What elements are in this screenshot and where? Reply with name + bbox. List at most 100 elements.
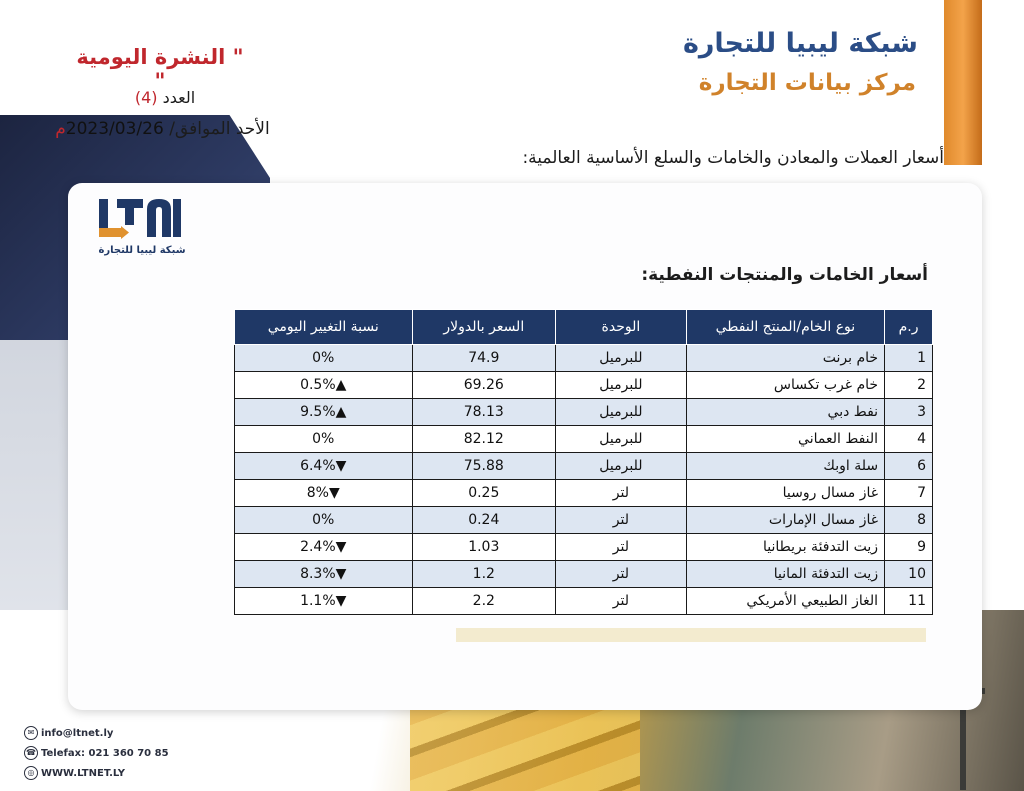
- change-value: 0%: [312, 350, 335, 366]
- price-cell: 82.12: [411, 425, 557, 453]
- arrow-up-icon: ▲: [335, 377, 347, 393]
- unit-cell: لتر: [555, 587, 687, 615]
- date-value: 2023/03/26: [65, 119, 164, 139]
- change-value: 1.1%: [300, 593, 336, 609]
- table-row: 2 خام غرب تكساس للبرميل 69.26 0.5%▲: [234, 371, 933, 399]
- change-value: 0%: [312, 431, 335, 447]
- bulletin-title: " النشرة اليومية ": [76, 45, 244, 93]
- col-header-number: ر.م: [884, 309, 933, 345]
- change-cell: 1.1%▼: [234, 587, 413, 615]
- col-header-product: نوع الخام/المنتج النفطي: [685, 309, 886, 345]
- issue-label: العدد: [162, 88, 196, 107]
- col-header-unit: الوحدة: [555, 309, 687, 345]
- date-line: الأحد الموافق/ 2023/03/26م: [35, 119, 290, 139]
- unit-cell: لتر: [555, 560, 687, 588]
- product-name-cell: خام غرب تكساس: [685, 371, 886, 399]
- orange-accent-bar: [944, 0, 982, 165]
- product-name-cell: زيت التدفئة المانيا: [685, 560, 886, 588]
- col-header-change: نسبة التغيير اليومي: [234, 309, 413, 345]
- issue-number: (4): [134, 88, 158, 107]
- row-number-cell: 10: [884, 560, 933, 588]
- row-number-cell: 3: [884, 398, 933, 426]
- ltn-logo: شبكة ليبيا للتجارة: [97, 197, 189, 263]
- price-cell: 0.25: [411, 479, 557, 507]
- section-title: أسعار الخامات والمنتجات النفطية:: [641, 265, 928, 285]
- product-name-cell: سلة اوبك: [685, 452, 886, 480]
- unit-cell: للبرميل: [555, 452, 687, 480]
- product-name-cell: غاز مسال الإمارات: [685, 506, 886, 534]
- change-value: 9.5%: [300, 404, 336, 420]
- product-name-cell: النفط العماني: [685, 425, 886, 453]
- unit-cell: للبرميل: [555, 371, 687, 399]
- row-number-cell: 1: [884, 344, 933, 372]
- change-cell: 2.4%▼: [234, 533, 413, 561]
- ltn-logo-mark: [99, 199, 181, 239]
- change-value: 0%: [312, 512, 335, 528]
- row-number-cell: 8: [884, 506, 933, 534]
- issue-line: العدد (4): [120, 88, 210, 107]
- price-cell: 0.24: [411, 506, 557, 534]
- price-cell: 1.03: [411, 533, 557, 561]
- oil-prices-table: ر.م نوع الخام/المنتج النفطي الوحدة السعر…: [234, 309, 933, 615]
- table-row: 10 زيت التدفئة المانيا لتر 1.2 8.3%▼: [234, 560, 933, 588]
- table-row: 3 نفط دبي للبرميل 78.13 9.5%▲: [234, 398, 933, 426]
- oil-pump-silhouette: [960, 650, 966, 790]
- brand-subtitle: مركز بيانات التجارة: [698, 70, 916, 96]
- product-name-cell: الغاز الطبيعي الأمريكي: [685, 587, 886, 615]
- arrow-down-icon: ▼: [335, 539, 347, 555]
- price-cell: 1.2: [411, 560, 557, 588]
- row-number-cell: 7: [884, 479, 933, 507]
- contact-info: ✉ info@ltnet.ly ☎ Telefax: 021 360 70 85…: [24, 723, 169, 783]
- table-row: 7 غاز مسال روسيا لتر 0.25 8%▼: [234, 479, 933, 507]
- logo-tagline: شبكة ليبيا للتجارة: [98, 245, 186, 256]
- change-cell: 0%: [234, 344, 413, 372]
- unit-cell: للبرميل: [555, 425, 687, 453]
- unit-cell: لتر: [555, 506, 687, 534]
- change-cell: 6.4%▼: [234, 452, 413, 480]
- arrow-down-icon: ▼: [335, 566, 347, 582]
- change-cell: 0%: [234, 425, 413, 453]
- unit-cell: للبرميل: [555, 344, 687, 372]
- row-number-cell: 4: [884, 425, 933, 453]
- change-value: 6.4%: [300, 458, 336, 474]
- price-cell: 75.88: [411, 452, 557, 480]
- unit-cell: لتر: [555, 533, 687, 561]
- change-cell: 9.5%▲: [234, 398, 413, 426]
- email-icon: ✉: [24, 726, 38, 740]
- table-row: 4 النفط العماني للبرميل 82.12 0%: [234, 425, 933, 453]
- row-number-cell: 6: [884, 452, 933, 480]
- contact-website[interactable]: ◎ WWW.LTNET.LY: [24, 763, 169, 783]
- website-text: WWW.LTNET.LY: [41, 767, 125, 779]
- change-cell: 8.3%▼: [234, 560, 413, 588]
- arrow-down-icon: ▼: [328, 485, 340, 501]
- product-name-cell: خام برنت: [685, 344, 886, 372]
- row-number-cell: 2: [884, 371, 933, 399]
- arrow-up-icon: ▲: [335, 404, 347, 420]
- change-cell: 0.5%▲: [234, 371, 413, 399]
- contact-phone: ☎ Telefax: 021 360 70 85: [24, 743, 169, 763]
- product-name-cell: غاز مسال روسيا: [685, 479, 886, 507]
- table-body: 1 خام برنت للبرميل 74.9 0% 2 خام غرب تكساس للبر…: [234, 344, 933, 615]
- arrow-down-icon: ▼: [335, 458, 347, 474]
- contact-email[interactable]: ✉ info@ltnet.ly: [24, 723, 169, 743]
- price-cell: 74.9: [411, 344, 557, 372]
- price-cell: 69.26: [411, 371, 557, 399]
- product-name-cell: نفط دبي: [685, 398, 886, 426]
- phone-text: Telefax: 021 360 70 85: [41, 747, 169, 759]
- table-row: 9 زيت التدفئة بريطانيا لتر 1.03 2.4%▼: [234, 533, 933, 561]
- table-row: 8 غاز مسال الإمارات لتر 0.24 0%: [234, 506, 933, 534]
- intro-heading: أسعار العملات والمعادن والخامات والسلع ا…: [522, 148, 944, 168]
- product-name-cell: زيت التدفئة بريطانيا: [685, 533, 886, 561]
- price-cell: 2.2: [411, 587, 557, 615]
- table-row: 6 سلة اوبك للبرميل 75.88 6.4%▼: [234, 452, 933, 480]
- brand-title: شبكة ليبيا للتجارة: [682, 28, 918, 59]
- row-number-cell: 9: [884, 533, 933, 561]
- price-cell: 78.13: [411, 398, 557, 426]
- globe-icon: ◎: [24, 766, 38, 780]
- change-value: 8.3%: [300, 566, 336, 582]
- table-header-row: ر.م نوع الخام/المنتج النفطي الوحدة السعر…: [234, 309, 933, 345]
- phone-icon: ☎: [24, 746, 38, 760]
- change-cell: 8%▼: [234, 479, 413, 507]
- change-value: 2.4%: [300, 539, 336, 555]
- col-header-price: السعر بالدولار: [411, 309, 557, 345]
